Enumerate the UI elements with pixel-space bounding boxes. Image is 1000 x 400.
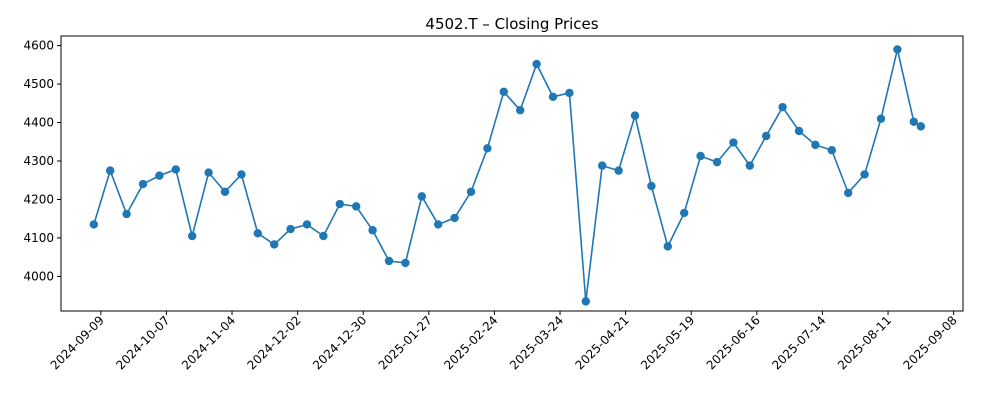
data-point <box>384 256 394 266</box>
data-point <box>319 231 328 241</box>
data-point <box>778 102 787 112</box>
x-tick-label: 2025-09-08 <box>901 313 960 372</box>
data-point <box>204 168 213 177</box>
x-tick-label: 2025-01-27 <box>376 313 435 372</box>
data-point <box>745 161 754 170</box>
x-tick-label: 2024-10-07 <box>113 313 172 372</box>
data-point <box>335 199 344 209</box>
x-tick-label: 2024-12-02 <box>245 313 304 372</box>
data-point <box>270 240 279 249</box>
data-point <box>762 131 771 141</box>
x-tick-label: 2025-03-24 <box>507 313 566 372</box>
data-point <box>712 157 722 167</box>
data-point <box>106 166 115 175</box>
x-tick-label: 2025-05-19 <box>638 313 697 372</box>
data-point <box>811 140 820 150</box>
x-tick-label: 2025-02-24 <box>441 313 500 372</box>
data-point <box>680 208 689 218</box>
data-point <box>466 187 476 196</box>
data-point <box>253 229 262 238</box>
x-tick-label: 2024-09-09 <box>48 313 107 372</box>
data-point <box>499 87 508 96</box>
data-point <box>916 122 926 131</box>
data-point <box>138 179 148 189</box>
x-tick-label: 2024-12-30 <box>310 313 369 372</box>
data-point <box>614 166 623 175</box>
data-point <box>696 151 705 161</box>
data-point <box>630 111 640 120</box>
data-point <box>663 242 672 251</box>
data-point <box>401 258 410 268</box>
data-point <box>368 226 377 235</box>
x-tick-label: 2025-08-11 <box>835 313 894 372</box>
data-point <box>171 165 180 174</box>
data-point <box>352 202 361 211</box>
data-point <box>286 224 295 234</box>
x-tick-label: 2025-07-14 <box>769 313 828 372</box>
data-point <box>729 138 738 147</box>
y-tick-label: 4100 <box>23 231 54 245</box>
data-point <box>909 117 918 126</box>
series-line <box>93 49 922 302</box>
y-tick-label: 4000 <box>23 269 54 283</box>
data-point <box>434 220 443 229</box>
data-point <box>565 88 574 98</box>
chart-title: 4502.T – Closing Prices <box>425 15 598 33</box>
data-point <box>548 92 558 101</box>
x-tick-label: 2025-06-16 <box>704 313 763 372</box>
y-tick-label: 4200 <box>23 192 54 206</box>
data-point <box>450 213 459 223</box>
data-point <box>237 170 246 179</box>
data-point <box>220 187 230 196</box>
data-point <box>647 181 656 191</box>
y-tick-label: 4400 <box>23 116 54 130</box>
x-tick-label: 2024-11-04 <box>179 313 238 372</box>
data-point <box>417 192 426 201</box>
y-tick-label: 4500 <box>23 77 54 91</box>
y-tick-label: 4600 <box>23 39 54 53</box>
data-point <box>860 170 869 179</box>
data-point <box>516 106 525 115</box>
data-point <box>188 231 197 241</box>
data-point <box>827 146 836 155</box>
x-axis: 2024-09-09 2024-10-07 2024-11-04 2024-12-02… <box>48 311 960 372</box>
plot-frame <box>60 35 964 312</box>
series-price <box>89 45 926 306</box>
data-point <box>893 45 902 54</box>
data-point <box>155 171 164 180</box>
data-point <box>598 161 607 170</box>
data-point <box>844 188 853 198</box>
data-point <box>581 297 590 306</box>
data-point <box>89 220 99 229</box>
data-point <box>532 59 541 69</box>
data-point <box>122 209 131 219</box>
data-point <box>876 114 886 123</box>
y-axis: 4000 4100 4200 4300 4400 4500 4600 <box>23 39 61 283</box>
y-tick-label: 4300 <box>23 154 54 168</box>
data-point <box>483 144 492 153</box>
x-tick-label: 2025-04-21 <box>573 313 632 372</box>
data-point <box>302 220 312 229</box>
data-point <box>794 126 804 136</box>
